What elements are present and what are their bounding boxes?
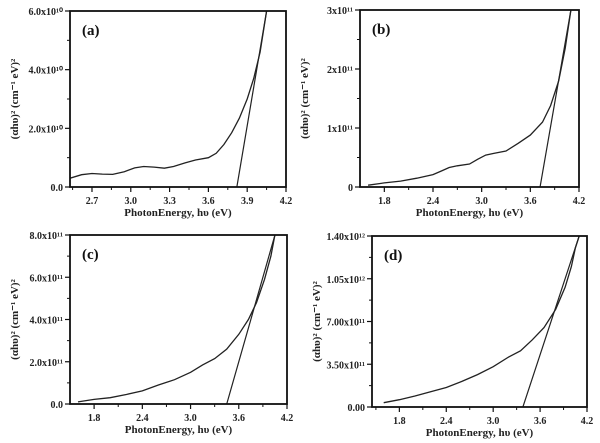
y-tick-label: 0 <box>348 183 353 194</box>
x-tick-label: 2.7 <box>86 196 99 207</box>
y-tick-label: 3x10¹¹ <box>327 6 353 17</box>
data-curve <box>383 236 580 404</box>
x-tick-label: 2.4 <box>136 413 149 424</box>
y-tick-label: 1x10¹¹ <box>327 124 353 135</box>
x-tick-label: 3.3 <box>163 196 176 207</box>
panel-c: 1.8 2.4 3.0 3.6 4.2 0.0 2.0x10¹¹ 4.0x10¹¹ 6.0x10… <box>9 231 293 436</box>
x-axis-label: PhotonEnergy, hυ (eV) <box>426 427 534 439</box>
x-tick-label: 3.9 <box>241 196 254 207</box>
tangent-line <box>236 11 268 187</box>
y-tick-label: 1.05x10¹² <box>327 275 366 286</box>
y-tick-label: 4.0x10¹¹ <box>30 316 64 327</box>
tangent-line <box>226 235 276 404</box>
y-tick-label: 0.0 <box>51 183 64 194</box>
axes-frame <box>359 9 580 188</box>
x-tick-label: 3.6 <box>233 413 246 424</box>
y-tick-label: 1.40x10¹² <box>327 232 366 243</box>
x-tick-label: 3.6 <box>202 196 215 207</box>
y-axis-label: (αhυ)² (cm⁻¹ eV)² <box>9 278 21 359</box>
y-tick-label: 2.0x10¹¹ <box>30 358 64 369</box>
x-tick-label: 4.2 <box>581 416 594 427</box>
x-axis-label: PhotonEnergy, hυ (eV) <box>416 207 524 219</box>
panel-b: 1.8 2.4 3.0 3.6 4.2 0 1x10¹¹ 2x10¹¹ 3x10¹¹ Photon… <box>299 6 585 219</box>
x-axis-label: PhotonEnergy, hυ (eV) <box>124 207 232 219</box>
x-tick-label: 2.4 <box>440 416 453 427</box>
data-curve <box>77 235 276 403</box>
x-tick-label: 4.2 <box>281 413 294 424</box>
x-tick-label: 3.6 <box>524 196 537 207</box>
y-tick-label: 3.50x10¹¹ <box>327 360 366 371</box>
y-tick-label: 4.0x10¹⁰ <box>28 66 63 77</box>
x-tick-label: 3.0 <box>125 196 138 207</box>
panel-label: (a) <box>82 23 100 39</box>
x-tick-label: 1.8 <box>393 416 406 427</box>
x-tick-label: 3.0 <box>475 196 488 207</box>
x-tick-label: 3.6 <box>534 416 547 427</box>
data-curve <box>70 11 268 179</box>
x-tick-label: 3.0 <box>184 413 197 424</box>
x-tick-label: 2.4 <box>427 196 440 207</box>
y-axis-label: (αhυ)² (cm⁻¹ eV)² <box>9 58 21 139</box>
x-tick-label: 1.8 <box>378 196 391 207</box>
axes-frame <box>69 10 287 188</box>
tangent-line <box>522 236 580 407</box>
x-axis-label: PhotonEnergy, hυ (eV) <box>125 424 233 436</box>
panel-label: (c) <box>82 247 99 263</box>
y-tick-label: 7.00x10¹¹ <box>327 318 366 329</box>
y-tick-label: 2.0x10¹⁰ <box>28 124 63 135</box>
y-tick-label: 0.00 <box>348 403 366 414</box>
x-tick-label: 4.2 <box>280 196 293 207</box>
panel-label: (d) <box>384 248 402 264</box>
axes-frame <box>69 234 288 405</box>
y-tick-label: 2x10¹¹ <box>327 65 353 76</box>
axes-frame <box>371 235 588 408</box>
tangent-line <box>539 10 572 187</box>
y-axis-label: (αhυ)² (cm⁻¹ eV)² <box>311 280 323 361</box>
data-curve <box>368 10 572 186</box>
y-tick-label: 6.0x10¹⁰ <box>28 7 63 18</box>
x-tick-label: 3.0 <box>487 416 500 427</box>
y-tick-label: 8.0x10¹¹ <box>30 231 64 242</box>
y-axis-label: (αhυ)² (cm⁻¹ eV)² <box>299 57 311 138</box>
panel-label: (b) <box>372 22 390 38</box>
y-tick-label: 6.0x10¹¹ <box>30 273 64 284</box>
x-tick-label: 4.2 <box>573 196 586 207</box>
y-tick-label: 0.0 <box>51 400 64 411</box>
panel-a: 2.7 3.0 3.3 3.6 3.9 4.2 0.0 2.0x10¹⁰ 4.0x10¹⁰ 6.0… <box>9 7 292 219</box>
panel-d: 1.8 2.4 3.0 3.6 4.2 0.00 3.50x10¹¹ 7.00x10¹¹ 1.0… <box>311 232 593 439</box>
x-tick-label: 1.8 <box>88 413 101 424</box>
